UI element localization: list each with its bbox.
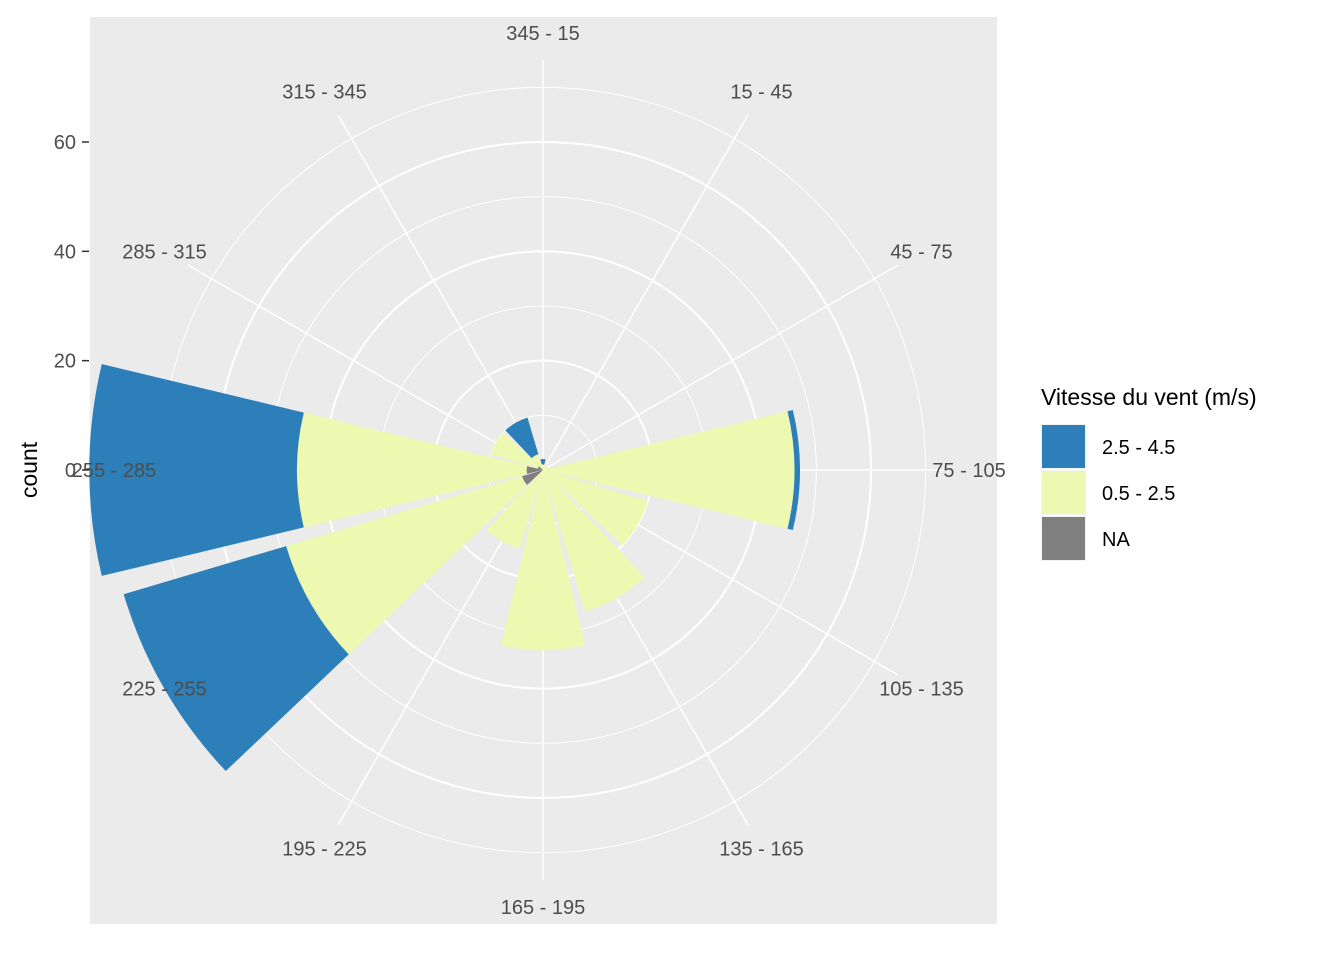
grid-spoke [542, 264, 899, 471]
grid-spoke [187, 264, 544, 471]
wind-bar-0-5-2-5 [531, 454, 543, 470]
direction-label: 315 - 345 [282, 82, 367, 104]
wind-bar-2-5-4-5 [89, 364, 304, 576]
direction-label: 135 - 165 [719, 838, 804, 860]
wind-bar-2-5-4-5 [540, 459, 546, 465]
legend-label: 0.5 - 2.5 [1102, 483, 1175, 505]
wind-bar-0-5-2-5 [543, 470, 645, 612]
wind-bar-0-5-2-5 [296, 412, 528, 528]
wind-bar-0-5-2-5 [541, 464, 545, 470]
direction-label: 255 - 285 [72, 460, 157, 482]
direction-label: 285 - 315 [122, 242, 207, 264]
legend-label: 2.5 - 4.5 [1102, 437, 1175, 459]
y-tick-label: 40 [54, 241, 76, 263]
bars-layer [89, 364, 800, 772]
direction-label: 45 - 75 [890, 242, 952, 264]
legend-title: Vitesse du vent (m/s) [1041, 384, 1257, 410]
grid-spoke [337, 114, 544, 471]
legend-keys: 2.5 - 4.5 0.5 - 2.5 NA [1041, 424, 1175, 561]
direction-label: 225 - 255 [122, 679, 207, 701]
wind-bar-na [537, 466, 543, 470]
y-tick-label: 20 [54, 351, 76, 373]
direction-label: 165 - 195 [501, 897, 586, 919]
wind-bar-na [522, 470, 543, 486]
wind-bar-0-5-2-5 [286, 476, 528, 655]
legend: Vitesse du vent (m/s) 2.5 - 4.5 0.5 - 2.5… [1041, 384, 1257, 561]
direction-label: 15 - 45 [730, 82, 792, 104]
wind-bar-2-5-4-5 [123, 546, 349, 772]
direction-label: 75 - 105 [932, 460, 1005, 482]
legend-key-swatch [1042, 425, 1085, 468]
legend-key-swatch [1042, 517, 1085, 560]
legend-key-swatch [1042, 471, 1085, 514]
wind-bar-0-5-2-5 [543, 470, 648, 546]
y-tick-label: 0 [65, 460, 76, 482]
direction-label: 345 - 15 [506, 23, 579, 45]
y-tick-label: 60 [54, 132, 76, 154]
wind-bar-0-5-2-5 [543, 466, 549, 470]
wind-bar-2-5-4-5 [787, 410, 800, 530]
wind-bar-0-5-2-5 [543, 411, 795, 529]
direction-label: 105 - 135 [879, 679, 964, 701]
wind-bar-na [526, 466, 543, 474]
wind-bar-0-5-2-5 [500, 470, 586, 651]
grid-spoke [542, 114, 749, 471]
direction-label: 195 - 225 [282, 838, 367, 860]
y-axis-title: count [16, 441, 42, 498]
wind-bar-0-5-2-5 [486, 470, 543, 549]
wind-bar-0-5-2-5 [543, 464, 547, 470]
labels-layer: 345 - 15 15 - 45 45 - 75 75 - 105 105 - 135 1… [72, 23, 1006, 919]
wind-bar-2-5-4-5 [505, 417, 539, 459]
legend-label: NA [1102, 529, 1130, 551]
y-axis: 0 20 40 60 [54, 132, 89, 482]
wind-bar-0-5-2-5 [490, 432, 540, 469]
